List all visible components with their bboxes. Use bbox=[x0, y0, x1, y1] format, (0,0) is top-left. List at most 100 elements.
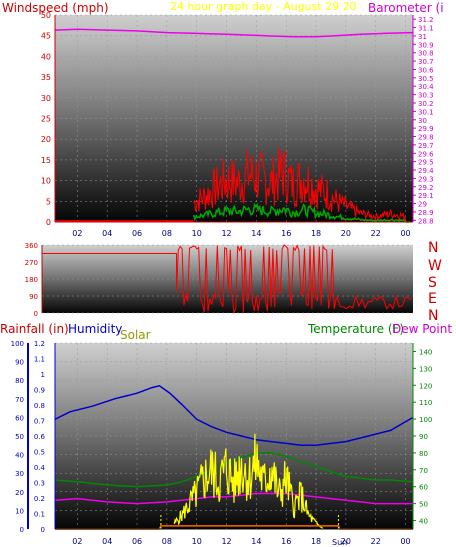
humidity-y-tick-label: 50 bbox=[15, 433, 24, 441]
barometer-y-tick-label: 29.7 bbox=[418, 142, 434, 150]
rain-y-tick-label: 1.2 bbox=[34, 340, 45, 348]
bottom-x-tick-label: 16 bbox=[281, 537, 291, 546]
temperature-y-tick-label: 70 bbox=[419, 467, 428, 475]
direction-y-tick-label: 180 bbox=[25, 276, 38, 284]
rain-y-tick-label: 1 bbox=[41, 371, 45, 379]
wind-x-tick-label: 08 bbox=[162, 229, 172, 238]
wind-panel-background bbox=[55, 15, 413, 222]
rain-y-tick-label: 1.1 bbox=[34, 356, 45, 364]
direction-y-tick-label: 90 bbox=[29, 293, 38, 301]
rain-y-tick-label: 0.6 bbox=[34, 433, 46, 441]
barometer-y-tick-label: 30.9 bbox=[418, 41, 434, 49]
rain-y-tick-label: 0.7 bbox=[34, 418, 45, 426]
bottom-x-tick-label: 06 bbox=[132, 537, 142, 546]
solar-label: Solar bbox=[120, 328, 151, 342]
temperature-y-tick-label: 140 bbox=[419, 348, 432, 356]
barometer-y-tick-label: 30.8 bbox=[418, 50, 434, 58]
axis-ticks: 0510152025303540455028.828.92929.129.229… bbox=[11, 11, 435, 546]
humidity-y-tick-label: 30 bbox=[15, 470, 24, 478]
bottom-x-tick-label: 18 bbox=[311, 537, 321, 546]
temperature-y-tick-label: 100 bbox=[419, 416, 432, 424]
rain-y-tick-label: 0.2 bbox=[34, 495, 45, 503]
bottom-x-tick-label: 14 bbox=[251, 537, 261, 546]
barometer-y-tick-label: 29.1 bbox=[418, 192, 434, 200]
barometer-y-tick-label: 30.7 bbox=[418, 58, 434, 66]
barometer-y-tick-label: 30.5 bbox=[418, 75, 434, 83]
wind-x-tick-label: 22 bbox=[371, 229, 381, 238]
barometer-y-tick-label: 29.2 bbox=[418, 184, 434, 192]
wind-x-tick-label: 20 bbox=[341, 229, 351, 238]
direction-series bbox=[42, 244, 412, 314]
bottom-x-tick-label: 02 bbox=[72, 537, 82, 546]
temperature-y-tick-label: 90 bbox=[419, 433, 428, 441]
rain-y-tick-label: 0 bbox=[41, 526, 45, 534]
barometer-y-tick-label: 28.8 bbox=[418, 217, 434, 225]
wind-x-tick-label: 10 bbox=[192, 229, 202, 238]
direction-letter-n-top: N bbox=[428, 240, 438, 256]
barometer-y-tick-label: 30.6 bbox=[418, 66, 434, 74]
rain-y-tick-label: 0.8 bbox=[34, 402, 45, 410]
barometer-y-tick-label: 29.5 bbox=[418, 159, 434, 167]
temperature-y-tick-label: 60 bbox=[419, 484, 428, 492]
humidity-y-tick-label: 80 bbox=[15, 377, 24, 385]
barometer-y-tick-label: 29.4 bbox=[418, 167, 434, 175]
rain-y-tick-label: 0.5 bbox=[34, 449, 45, 457]
bottom-x-tick-label: 20 bbox=[341, 537, 351, 546]
barometer-y-tick-label: 30.2 bbox=[418, 100, 434, 108]
wind-x-tick-label: 14 bbox=[251, 229, 261, 238]
temperature-axis-title: Temperature (F) bbox=[307, 322, 404, 336]
barometer-y-tick-label: 28.9 bbox=[418, 209, 434, 217]
barometer-y-tick-label: 29.6 bbox=[418, 150, 434, 158]
direction-y-tick-label: 270 bbox=[25, 259, 38, 267]
direction-y-tick-label: 0 bbox=[34, 310, 38, 318]
wind-y-tick-label: 25 bbox=[41, 115, 51, 124]
humidity-y-tick-label: 20 bbox=[15, 489, 24, 497]
dew-point-axis-title: Dew Point ( bbox=[392, 322, 456, 336]
wind-x-tick-label: 18 bbox=[311, 229, 321, 238]
barometer-y-tick-label: 31.1 bbox=[418, 25, 434, 33]
wind-x-tick-label: 06 bbox=[132, 229, 142, 238]
bottom-x-tick-label: 22 bbox=[371, 537, 381, 546]
bottom-x-tick-label: 12 bbox=[221, 537, 231, 546]
chart-title: 24 hour graph day - August 29 20 bbox=[170, 0, 357, 13]
wind-direction-line bbox=[42, 244, 412, 314]
wind-y-tick-label: 0 bbox=[46, 218, 51, 227]
windspeed-axis-title: Windspeed (mph) bbox=[2, 1, 109, 15]
barometer-y-tick-label: 29.8 bbox=[418, 134, 434, 142]
barometer-line bbox=[54, 28, 414, 38]
wind-gust-line bbox=[193, 147, 410, 223]
barometer-y-tick-label: 29.9 bbox=[418, 125, 434, 133]
wind-x-tick-label: 16 bbox=[281, 229, 291, 238]
temperature-y-tick-label: 40 bbox=[419, 518, 428, 526]
bottom-x-tick-label: 04 bbox=[102, 537, 112, 546]
bottom-x-tick-label: 10 bbox=[192, 537, 202, 546]
rain-y-tick-label: 0.9 bbox=[34, 387, 45, 395]
wind-x-tick-label: 00 bbox=[400, 229, 410, 238]
humidity-y-tick-label: 40 bbox=[15, 452, 24, 460]
direction-letter-s: S bbox=[428, 275, 437, 291]
wind-y-tick-label: 15 bbox=[41, 156, 51, 165]
rainfall-axis-title: Rainfall (in) bbox=[0, 322, 69, 336]
humidity-line bbox=[54, 384, 414, 447]
wind-y-tick-label: 20 bbox=[41, 135, 51, 144]
barometer-y-tick-label: 31.2 bbox=[418, 16, 434, 24]
sunset-marker-label: Sun bbox=[332, 538, 347, 547]
dew-point-line bbox=[54, 492, 413, 505]
barometer-y-tick-label: 29.3 bbox=[418, 175, 434, 183]
temperature-y-tick-label: 110 bbox=[419, 399, 432, 407]
humidity-y-tick-label: 70 bbox=[15, 396, 24, 404]
wind-y-tick-label: 50 bbox=[41, 11, 51, 20]
wind-y-tick-label: 30 bbox=[41, 94, 51, 103]
humidity-y-tick-label: 60 bbox=[15, 414, 24, 422]
barometer-axis-title: Barometer (i bbox=[368, 1, 444, 15]
wind-x-tick-label: 12 bbox=[221, 229, 231, 238]
bottom-x-tick-label: 08 bbox=[162, 537, 172, 546]
barometer-y-tick-label: 30 bbox=[418, 117, 427, 125]
barometer-y-tick-label: 30.4 bbox=[418, 83, 434, 91]
rain-y-tick-label: 0.3 bbox=[34, 480, 45, 488]
direction-y-tick-label: 360 bbox=[25, 242, 38, 250]
temperature-y-tick-label: 130 bbox=[419, 365, 432, 373]
direction-letter-e: E bbox=[428, 291, 437, 307]
humidity-y-tick-label: 10 bbox=[15, 507, 24, 515]
